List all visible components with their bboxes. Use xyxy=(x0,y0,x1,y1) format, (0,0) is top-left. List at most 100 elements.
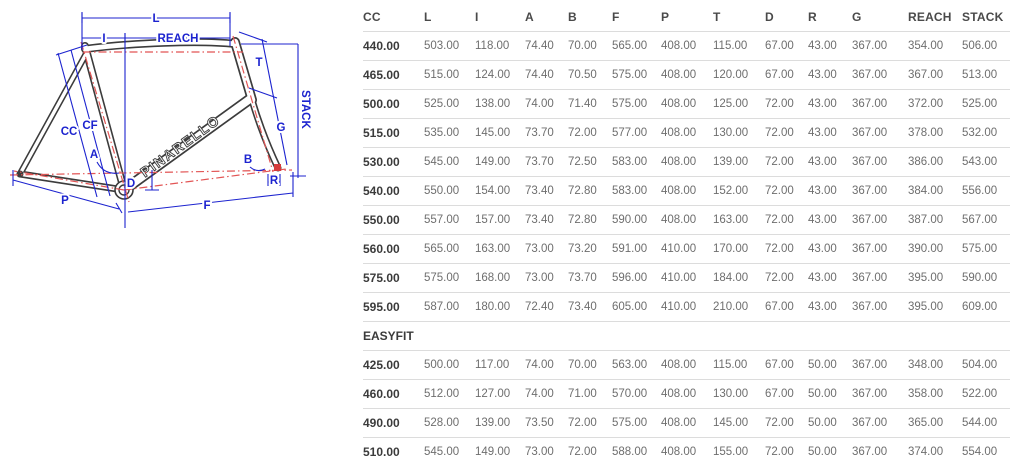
brand-logo: PINARELLO xyxy=(137,112,223,180)
table-cell: 73.00 xyxy=(525,438,568,466)
table-cell: 560.00 xyxy=(363,235,424,264)
table-cell: 120.00 xyxy=(713,61,765,90)
table-cell: 500.00 xyxy=(363,90,424,119)
label-F: F xyxy=(203,200,210,212)
column-header: T xyxy=(713,3,765,32)
table-cell: 170.00 xyxy=(713,235,765,264)
table-cell: 367.00 xyxy=(852,177,908,206)
table-cell: 72.40 xyxy=(525,293,568,322)
table-cell: 74.00 xyxy=(525,380,568,409)
table-cell: 596.00 xyxy=(612,264,661,293)
table-cell: 550.00 xyxy=(363,206,424,235)
table-cell: 72.00 xyxy=(765,235,808,264)
table-cell: 72.00 xyxy=(765,119,808,148)
table-cell: 72.00 xyxy=(568,438,612,466)
label-reach: REACH xyxy=(158,33,199,45)
table-cell: 595.00 xyxy=(363,293,424,322)
table-cell: 367.00 xyxy=(852,206,908,235)
table-cell: 367.00 xyxy=(852,235,908,264)
table-cell: 587.00 xyxy=(424,293,475,322)
table-cell: 525.00 xyxy=(962,90,1010,119)
table-cell: 157.00 xyxy=(475,206,525,235)
table-cell: 43.00 xyxy=(808,264,852,293)
table-cell: 72.80 xyxy=(568,206,612,235)
column-header: REACH xyxy=(908,3,962,32)
table-cell: 386.00 xyxy=(908,148,962,177)
table-cell: 570.00 xyxy=(612,380,661,409)
table-cell: 73.70 xyxy=(525,148,568,177)
table-cell: 43.00 xyxy=(808,90,852,119)
table-cell: 72.00 xyxy=(765,438,808,466)
table-cell: 410.00 xyxy=(661,235,713,264)
table-cell: 408.00 xyxy=(661,351,713,380)
label-A: A xyxy=(90,149,98,161)
table-cell: 50.00 xyxy=(808,380,852,409)
table-cell: 367.00 xyxy=(852,380,908,409)
label-T: T xyxy=(255,57,262,69)
table-cell: 408.00 xyxy=(661,177,713,206)
table-cell: 73.40 xyxy=(568,293,612,322)
table-cell: 367.00 xyxy=(852,351,908,380)
table-cell: 367.00 xyxy=(908,61,962,90)
table-cell: 138.00 xyxy=(475,90,525,119)
table-cell: 50.00 xyxy=(808,351,852,380)
table-cell: 67.00 xyxy=(765,380,808,409)
table-cell: 465.00 xyxy=(363,61,424,90)
table-cell: 348.00 xyxy=(908,351,962,380)
column-header: B xyxy=(568,3,612,32)
table-cell: 43.00 xyxy=(808,177,852,206)
table-cell: 43.00 xyxy=(808,293,852,322)
table-cell: 408.00 xyxy=(661,380,713,409)
column-header: P xyxy=(661,3,713,32)
table-cell: 540.00 xyxy=(363,177,424,206)
table-cell: 591.00 xyxy=(612,235,661,264)
table-cell: 358.00 xyxy=(908,380,962,409)
table-cell: 139.00 xyxy=(475,409,525,438)
table-cell: 50.00 xyxy=(808,409,852,438)
table-cell: 515.00 xyxy=(363,119,424,148)
table-cell: 163.00 xyxy=(713,206,765,235)
table-cell: 590.00 xyxy=(962,264,1010,293)
table-cell: 71.00 xyxy=(568,380,612,409)
table-cell: 43.00 xyxy=(808,119,852,148)
table-cell: 522.00 xyxy=(962,380,1010,409)
table-cell: 575.00 xyxy=(962,235,1010,264)
table-cell: 535.00 xyxy=(424,119,475,148)
table-cell: 590.00 xyxy=(612,206,661,235)
table-cell: 72.00 xyxy=(765,90,808,119)
table-cell: 367.00 xyxy=(852,119,908,148)
table-cell: 556.00 xyxy=(962,177,1010,206)
section-header-row: EASYFIT xyxy=(363,322,1010,351)
table-cell: 43.00 xyxy=(808,32,852,61)
table-cell: 532.00 xyxy=(962,119,1010,148)
column-header: STACK xyxy=(962,3,1010,32)
table-cell: 117.00 xyxy=(475,351,525,380)
angle-B-arc xyxy=(250,167,265,171)
table-cell: 365.00 xyxy=(908,409,962,438)
table-cell: 490.00 xyxy=(363,409,424,438)
geometry-page: { "diagram": { "brand": "PINARELLO", "la… xyxy=(0,0,1023,455)
table-cell: 575.00 xyxy=(612,90,661,119)
table-cell: 149.00 xyxy=(475,148,525,177)
column-header: R xyxy=(808,3,852,32)
table-cell: 73.40 xyxy=(525,177,568,206)
table-cell: 575.00 xyxy=(612,409,661,438)
table-cell: 408.00 xyxy=(661,32,713,61)
table-cell: 609.00 xyxy=(962,293,1010,322)
label-D: D xyxy=(127,178,135,190)
table-cell: 528.00 xyxy=(424,409,475,438)
rear-dropout xyxy=(17,171,24,178)
table-cell: 70.50 xyxy=(568,61,612,90)
table-cell: 565.00 xyxy=(424,235,475,264)
table-cell: 74.00 xyxy=(525,351,568,380)
column-header: F xyxy=(612,3,661,32)
table-cell: 367.00 xyxy=(852,264,908,293)
table-cell: 500.00 xyxy=(424,351,475,380)
